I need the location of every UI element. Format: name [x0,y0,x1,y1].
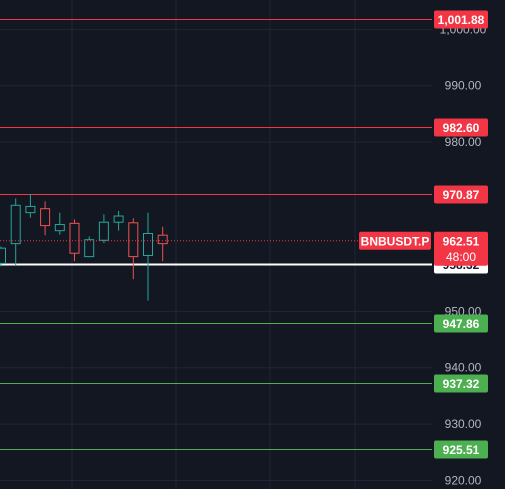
level-price-tag-background [434,440,488,459]
candle-body [25,205,36,214]
level-price-tag-background [434,118,488,137]
level-price-tag[interactable]: 1,001.88 [434,10,488,29]
price-axis-tick-label: 940.00 [445,361,482,375]
candle-body [40,208,51,227]
candle-body [128,222,139,258]
candles[interactable] [0,194,168,301]
candle[interactable] [40,201,51,236]
candle-body [10,204,21,245]
level-price-tag[interactable]: 970.87 [434,185,488,204]
level-price-tag-background [434,10,488,29]
candle[interactable] [143,212,153,301]
candle[interactable] [157,226,168,262]
symbol-label-background [359,231,431,250]
last-price-tag-background [434,231,488,266]
candle-body [98,221,109,241]
candle-body [84,239,95,258]
candle-body [54,223,65,232]
symbol-label-text: BNBUSDT.P [361,234,430,248]
level-price-tag[interactable]: 947.86 [434,314,488,333]
symbol-label: BNBUSDT.P [359,231,431,250]
level-price-tag-text: 970.87 [443,188,480,202]
last-price-tag[interactable]: 962.51 48:00 [434,231,488,266]
candle-body [157,234,168,245]
level-price-tag[interactable]: 925.51 [434,440,488,459]
level-price-tag-text: 925.51 [443,443,480,457]
level-price-tag-text: 982.60 [443,121,480,135]
level-price-tag-text: 937.32 [443,377,480,391]
price-axis-tick-label: 980.00 [445,135,482,149]
candle[interactable] [0,246,6,267]
price-axis-tick-label: 920.00 [445,474,482,488]
level-price-tag-background [434,374,488,393]
candle[interactable] [25,194,36,218]
level-price-tag[interactable]: 937.32 [434,374,488,393]
price-axis-tick-label: 990.00 [445,79,482,93]
last-price-marker: BNBUSDT.P 962.51 48:00 [0,231,488,266]
level-price-tag-text: 1,001.88 [438,13,485,27]
candle[interactable] [54,212,65,235]
grid-lines [0,0,432,489]
price-axis-tick-label: 930.00 [445,417,482,431]
level-price-tag-background [434,314,488,333]
candle-body [0,247,6,264]
candle[interactable] [84,236,95,258]
candle-body [143,233,153,256]
candle[interactable] [98,214,109,244]
level-price-tag-background [434,185,488,204]
level-price-tag[interactable]: 982.60 [434,118,488,137]
candle[interactable] [69,219,80,262]
candle-body [113,215,124,223]
last-price-value: 962.51 [443,234,480,248]
level-price-tag-text: 947.86 [443,317,480,331]
candle[interactable] [10,198,21,266]
bar-countdown: 48:00 [446,250,476,264]
candle[interactable] [113,210,124,231]
candle[interactable] [128,218,139,280]
candle-body [69,222,80,254]
